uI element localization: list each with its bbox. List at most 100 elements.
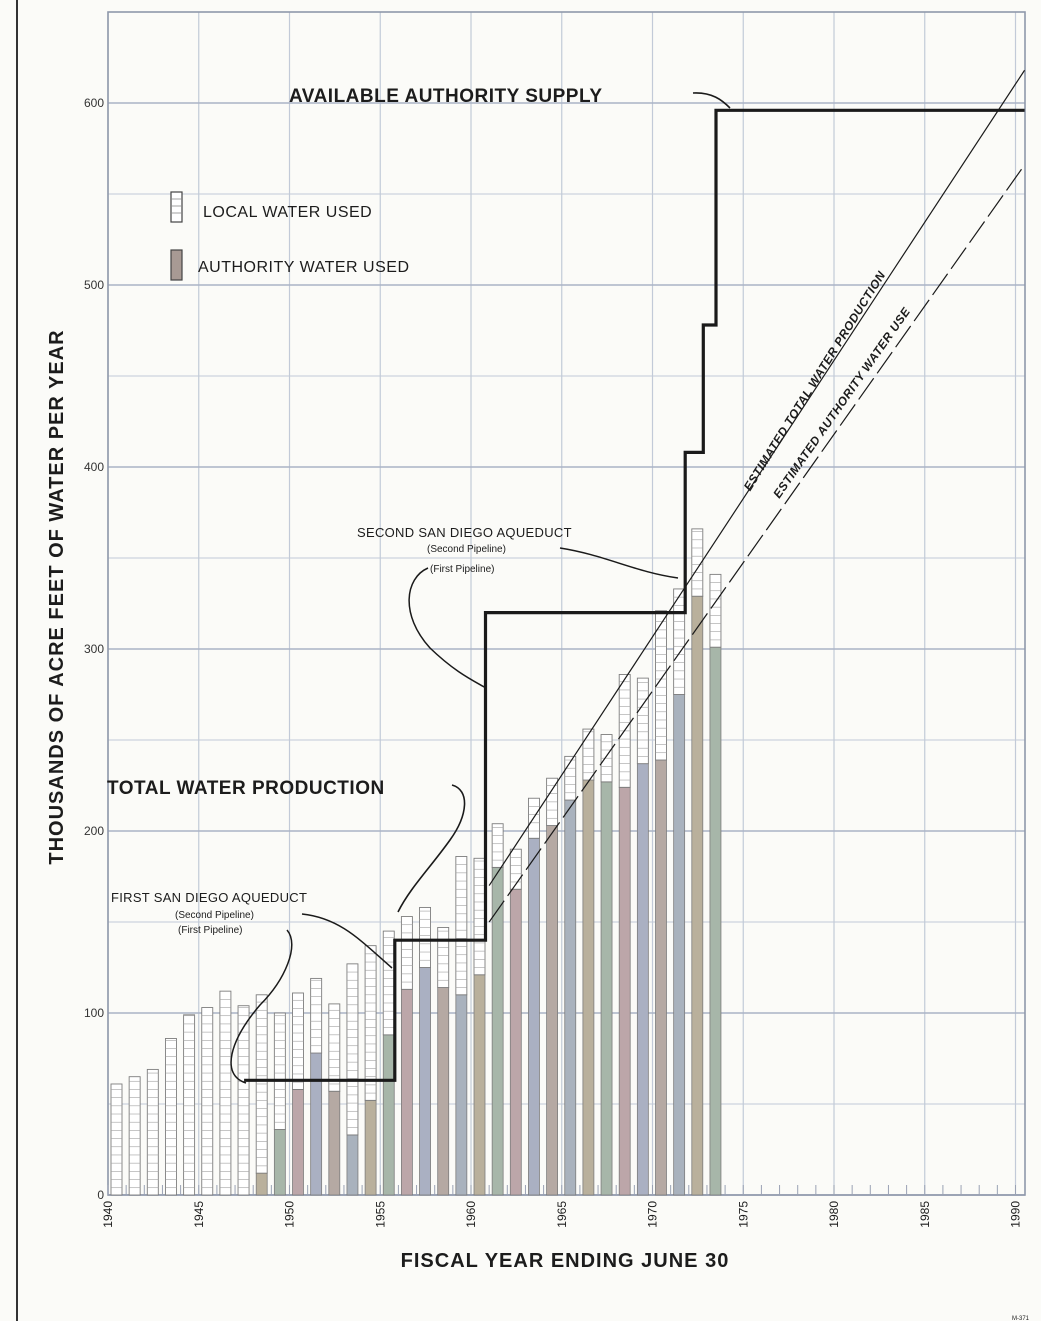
- bar-local: [201, 1007, 214, 1196]
- bar-authority: [546, 825, 558, 1196]
- leader-total-water-production: [397, 784, 466, 913]
- bar-local: [146, 1068, 159, 1196]
- bar-local: [419, 906, 431, 968]
- bar-authority: [673, 694, 686, 1196]
- annotation-total-water-production: TOTAL WATER PRODUCTION: [107, 778, 385, 799]
- bar-1943: [164, 1038, 177, 1196]
- bar-authority: [491, 867, 504, 1196]
- bar-1953: [346, 963, 359, 1196]
- leader-first-aqueduct-second: [301, 913, 393, 969]
- bar-1961: [491, 823, 504, 1196]
- ticks: 1940 1945 1950 1955 1960 1965 1970 1975 1980 1985…: [84, 96, 1023, 1228]
- bar-1942: [146, 1068, 159, 1196]
- bar-local: [509, 848, 522, 890]
- bar-1940: [110, 1083, 123, 1196]
- y-tick-label: 500: [84, 278, 104, 292]
- corner-mark: M-371: [1012, 1316, 1030, 1321]
- bar-local: [364, 945, 377, 1101]
- bar-1944: [183, 1014, 196, 1196]
- bar-1959: [455, 856, 468, 1196]
- annotation-second-aqueduct-second: (Second Pipeline): [427, 544, 506, 555]
- y-tick-label: 300: [84, 642, 104, 656]
- bar-1958: [437, 927, 450, 1196]
- leader-available-supply: [692, 92, 731, 109]
- bar-local: [164, 1038, 177, 1196]
- bar-local: [491, 823, 504, 868]
- bar-1949: [273, 1012, 286, 1196]
- x-tick-label: 1940: [101, 1201, 115, 1228]
- y-axis-title: THOUSANDS OF ACRE FEET OF WATER PER YEAR: [46, 329, 68, 864]
- leader-second-aqueduct-first: [408, 567, 487, 689]
- bar-authority: [655, 759, 667, 1196]
- bar-authority: [400, 988, 413, 1196]
- bar-authority: [636, 763, 649, 1196]
- leader-second-aqueduct-second: [559, 547, 679, 579]
- y-tick-label: 100: [84, 1006, 104, 1020]
- bar-1948: [255, 994, 268, 1196]
- lines: [244, 69, 1026, 1082]
- x-tick-label: 1945: [192, 1201, 206, 1228]
- bar-authority: [255, 1172, 268, 1196]
- bar-authority: [419, 967, 431, 1196]
- bar-local: [110, 1083, 123, 1196]
- bar-local: [128, 1076, 141, 1196]
- bar-1941: [128, 1076, 141, 1196]
- bar-1957: [419, 906, 431, 1196]
- annotation-first-aqueduct: FIRST SAN DIEGO AQUEDUCT: [111, 890, 307, 905]
- bar-1955: [382, 930, 395, 1196]
- bar-1973: [709, 573, 722, 1196]
- annotation-second-aqueduct-first: (First Pipeline): [430, 564, 494, 575]
- legend-swatch-local: [170, 191, 183, 223]
- bar-authority: [618, 786, 631, 1196]
- bar-1960: [473, 857, 486, 1196]
- bar-1946: [219, 990, 232, 1196]
- legend-label-local: LOCAL WATER USED: [203, 204, 372, 221]
- bar-authority: [292, 1089, 304, 1196]
- legend-label-authority: AUTHORITY WATER USED: [198, 259, 410, 276]
- bar-1972: [691, 528, 704, 1196]
- bar-local: [400, 916, 413, 990]
- bar-local: [709, 573, 722, 648]
- y-tick-label: 200: [84, 824, 104, 838]
- bar-authority: [364, 1099, 377, 1196]
- bar-1951: [310, 977, 323, 1196]
- bar-1968: [618, 674, 631, 1196]
- legend-swatch-authority: [170, 249, 183, 281]
- bar-1966: [582, 728, 595, 1196]
- y-tick-label: 0: [97, 1188, 104, 1202]
- x-axis-title: FISCAL YEAR ENDING JUNE 30: [401, 1250, 730, 1272]
- bar-local: [655, 610, 667, 761]
- x-tick-label: 1970: [646, 1201, 660, 1228]
- annotation-second-aqueduct: SECOND SAN DIEGO AQUEDUCT: [357, 525, 572, 540]
- bar-local: [437, 927, 450, 988]
- bar-1970: [655, 610, 667, 1196]
- bar-local: [473, 857, 486, 976]
- x-tick-label: 1965: [555, 1201, 569, 1228]
- line-available-authority-supply: [244, 108, 1025, 1082]
- bar-authority: [691, 595, 704, 1196]
- annotation-first-aqueduct-first: (First Pipeline): [178, 925, 242, 936]
- bar-1967: [600, 734, 613, 1196]
- annotation-available-authority-supply: AVAILABLE AUTHORITY SUPPLY: [289, 86, 603, 107]
- bar-authority: [564, 799, 577, 1196]
- bar-authority: [310, 1052, 323, 1196]
- bar-local: [455, 856, 468, 996]
- bar-local: [310, 977, 323, 1054]
- bar-1969: [636, 677, 649, 1196]
- bar-authority: [528, 837, 540, 1196]
- x-tick-label: 1985: [918, 1201, 932, 1228]
- x-tick-label: 1950: [283, 1201, 297, 1228]
- bar-local: [183, 1014, 196, 1196]
- bar-authority: [437, 987, 450, 1196]
- label-estimated-total: ESTIMATED TOTAL WATER PRODUCTION: [741, 269, 889, 494]
- bar-authority: [273, 1129, 286, 1196]
- line-estimated-total: [488, 69, 1026, 886]
- bar-authority: [346, 1134, 359, 1196]
- bar-1965: [564, 755, 577, 1196]
- annotation-first-aqueduct-second: (Second Pipeline): [175, 910, 254, 921]
- x-tick-label: 1955: [373, 1201, 387, 1228]
- bar-1947: [237, 1005, 250, 1196]
- bar-authority: [473, 974, 486, 1196]
- bar-local: [691, 528, 704, 597]
